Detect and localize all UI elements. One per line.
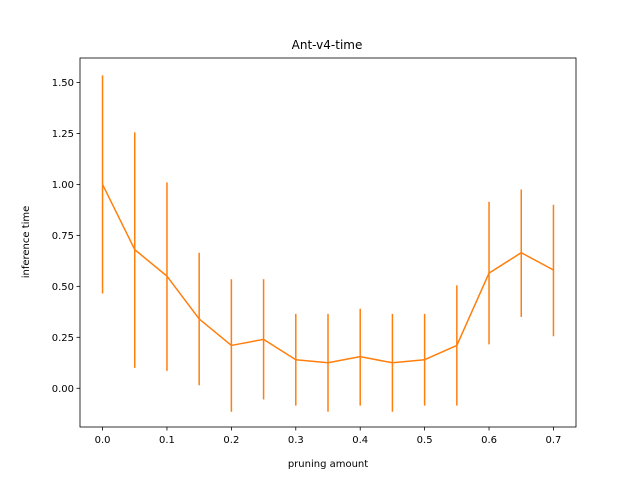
y-tick-label: 0.75 — [52, 231, 74, 242]
error-bars — [101, 75, 555, 412]
y-axis-ticks: 0.00 0.25 0.50 0.75 1.00 1.25 1.50 — [52, 78, 80, 395]
plot-frame — [79, 57, 577, 428]
series-line — [101, 184, 554, 364]
x-tick-label: 0.4 — [352, 435, 368, 446]
y-axis-label: inference time — [21, 206, 32, 279]
x-tick-label: 0.7 — [546, 435, 562, 446]
y-tick-label: 0.00 — [52, 384, 74, 395]
x-tick-label: 0.1 — [159, 435, 175, 446]
x-tick-label: 0.5 — [417, 435, 433, 446]
chart-title: Ant-v4-time — [292, 38, 363, 52]
series-lines — [101, 184, 554, 364]
x-tick-label: 0.6 — [481, 435, 497, 446]
x-axis-ticks: 0.0 0.1 0.2 0.3 0.4 0.5 0.6 0.7 — [95, 427, 562, 446]
y-tick-label: 0.25 — [52, 333, 74, 344]
y-tick-label: 1.00 — [52, 180, 74, 191]
x-tick-label: 0.0 — [95, 435, 111, 446]
y-tick-label: 1.25 — [52, 129, 74, 140]
x-axis-label: pruning amount — [288, 459, 368, 470]
x-tick-label: 0.3 — [288, 435, 304, 446]
x-tick-label: 0.2 — [223, 435, 239, 446]
y-tick-label: 0.50 — [52, 282, 74, 293]
y-tick-label: 1.50 — [52, 78, 74, 89]
